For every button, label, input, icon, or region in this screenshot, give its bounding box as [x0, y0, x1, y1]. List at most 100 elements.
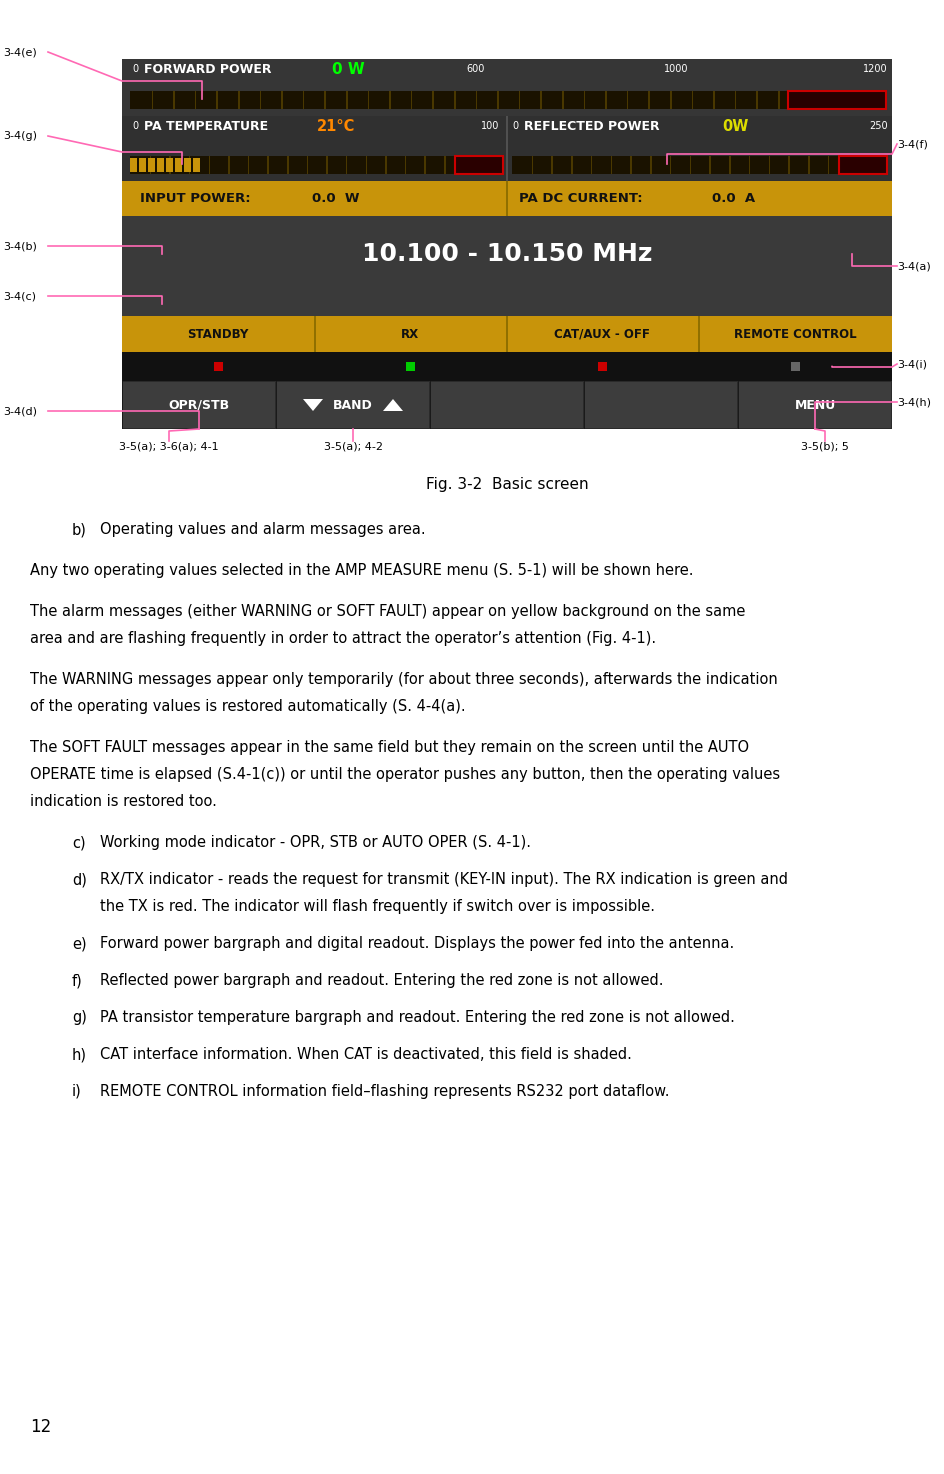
- Bar: [303, 91, 304, 109]
- Bar: [583, 91, 585, 109]
- Bar: [531, 156, 533, 174]
- Text: PA transistor temperature bargraph and readout. Entering the red zone is not all: PA transistor temperature bargraph and r…: [100, 1010, 734, 1024]
- Bar: [444, 156, 446, 174]
- Text: 12: 12: [30, 1418, 51, 1436]
- Bar: [425, 156, 426, 174]
- Bar: [768, 156, 770, 174]
- Bar: [122, 116, 892, 181]
- Bar: [734, 91, 736, 109]
- Text: 3-5(a); 4-2: 3-5(a); 4-2: [324, 441, 382, 451]
- Bar: [214, 363, 223, 371]
- Bar: [650, 156, 651, 174]
- Bar: [123, 382, 275, 427]
- Bar: [454, 91, 456, 109]
- Bar: [431, 382, 583, 427]
- Bar: [139, 158, 146, 172]
- Bar: [122, 315, 892, 352]
- Bar: [843, 91, 844, 109]
- Bar: [627, 91, 629, 109]
- Text: 3-4(d): 3-4(d): [3, 405, 37, 416]
- Text: 3-4(h): 3-4(h): [897, 397, 931, 407]
- Bar: [778, 91, 780, 109]
- Text: 100: 100: [480, 121, 499, 131]
- Bar: [267, 156, 269, 174]
- Bar: [238, 91, 240, 109]
- Bar: [839, 156, 887, 174]
- Text: The SOFT FAULT messages appear in the same field but they remain on the screen u: The SOFT FAULT messages appear in the sa…: [30, 740, 750, 755]
- Bar: [865, 91, 866, 109]
- Bar: [325, 91, 326, 109]
- Bar: [839, 156, 887, 174]
- Text: 0.0  W: 0.0 W: [312, 192, 360, 205]
- Text: RX: RX: [401, 327, 419, 340]
- Bar: [189, 156, 191, 174]
- Bar: [506, 181, 508, 217]
- Bar: [430, 380, 431, 429]
- Text: 3-4(b): 3-4(b): [3, 242, 37, 251]
- Bar: [791, 363, 800, 371]
- Text: 3-4(g): 3-4(g): [3, 131, 37, 142]
- Bar: [709, 156, 711, 174]
- Bar: [247, 156, 249, 174]
- Bar: [756, 91, 758, 109]
- Bar: [800, 91, 801, 109]
- Text: BAND: BAND: [333, 398, 373, 411]
- Bar: [152, 91, 153, 109]
- Bar: [389, 91, 391, 109]
- Bar: [277, 382, 429, 427]
- Bar: [184, 158, 191, 172]
- Bar: [406, 363, 415, 371]
- Bar: [194, 91, 196, 109]
- Text: 10.100 - 10.150 MHz: 10.100 - 10.150 MHz: [362, 242, 652, 265]
- Text: REMOTE CONTROL information field–flashing represents RS232 port dataflow.: REMOTE CONTROL information field–flashin…: [100, 1083, 669, 1100]
- Text: STANDBY: STANDBY: [187, 327, 248, 340]
- Bar: [670, 156, 671, 174]
- Bar: [585, 382, 737, 427]
- Bar: [216, 91, 218, 109]
- Bar: [571, 156, 573, 174]
- Bar: [169, 156, 171, 174]
- Text: 0: 0: [132, 121, 138, 131]
- Bar: [598, 363, 607, 371]
- Polygon shape: [383, 399, 403, 411]
- Bar: [122, 380, 123, 429]
- Bar: [512, 156, 887, 174]
- Text: 1200: 1200: [864, 63, 888, 74]
- Text: Operating values and alarm messages area.: Operating values and alarm messages area…: [100, 522, 426, 537]
- Text: h): h): [72, 1047, 87, 1061]
- Text: 0: 0: [132, 63, 138, 74]
- Text: The alarm messages (either WARNING or SOFT FAULT) appear on yellow background on: The alarm messages (either WARNING or SO…: [30, 604, 746, 619]
- Bar: [788, 156, 790, 174]
- Bar: [670, 91, 671, 109]
- Bar: [166, 158, 173, 172]
- Bar: [562, 91, 564, 109]
- Bar: [808, 156, 810, 174]
- Text: the TX is red. The indicator will flash frequently if switch over is impossible.: the TX is red. The indicator will flash …: [100, 899, 655, 914]
- Bar: [476, 91, 477, 109]
- Bar: [260, 91, 261, 109]
- Text: INPUT POWER:: INPUT POWER:: [140, 192, 250, 205]
- Text: 3-4(f): 3-4(f): [897, 139, 928, 149]
- Text: e): e): [72, 936, 87, 951]
- Bar: [729, 156, 731, 174]
- Bar: [122, 290, 892, 315]
- Bar: [130, 156, 503, 174]
- Bar: [788, 91, 886, 109]
- Text: of the operating values is restored automatically (S. 4-4(a).: of the operating values is restored auto…: [30, 699, 465, 713]
- Bar: [631, 156, 632, 174]
- Bar: [464, 156, 465, 174]
- Bar: [148, 158, 155, 172]
- Bar: [455, 156, 503, 174]
- Bar: [122, 181, 892, 217]
- Bar: [122, 59, 892, 116]
- Bar: [714, 91, 715, 109]
- Bar: [150, 156, 151, 174]
- Text: c): c): [72, 834, 86, 850]
- Text: f): f): [72, 973, 83, 988]
- Bar: [346, 156, 347, 174]
- Bar: [591, 156, 593, 174]
- Bar: [173, 91, 175, 109]
- Text: g): g): [72, 1010, 87, 1024]
- Bar: [327, 156, 328, 174]
- Bar: [346, 91, 347, 109]
